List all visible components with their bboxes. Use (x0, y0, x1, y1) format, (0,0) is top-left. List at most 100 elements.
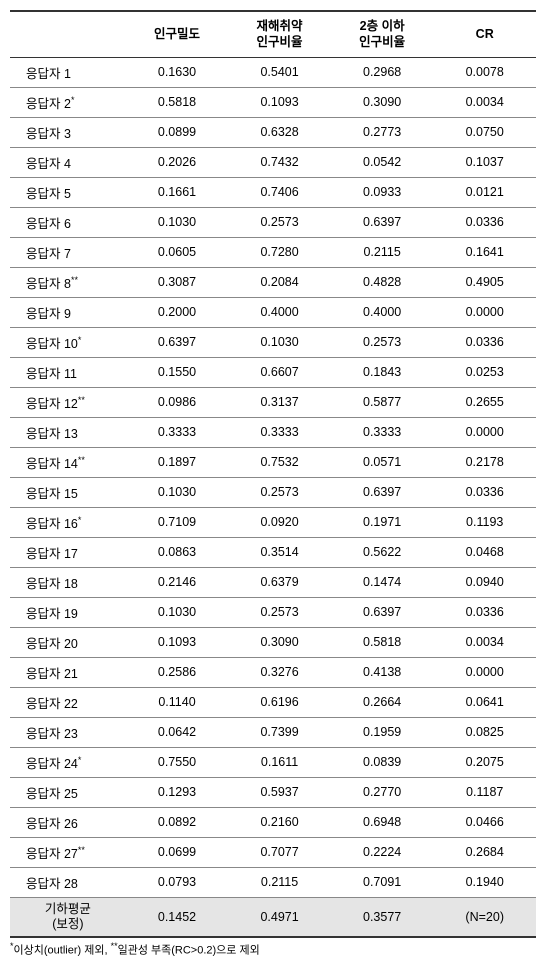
cell-value: 0.6196 (228, 687, 331, 717)
cell-value: 0.0863 (126, 537, 229, 567)
table-row: 응답자 10*0.63970.10300.25730.0336 (10, 327, 536, 357)
cell-value: 0.0899 (126, 117, 229, 147)
table-body: 응답자 10.16300.54010.29680.0078응답자 2*0.581… (10, 57, 536, 937)
cell-value: 0.0892 (126, 807, 229, 837)
row-label-sup: ** (78, 394, 85, 404)
table-row: 응답자 150.10300.25730.63970.0336 (10, 477, 536, 507)
cell-value: 0.0121 (433, 177, 536, 207)
cell-value: 0.2773 (331, 117, 434, 147)
table-row: 응답자 70.06050.72800.21150.1641 (10, 237, 536, 267)
cell-value: 0.1843 (331, 357, 434, 387)
summary-label-line1: 기하평균 (45, 902, 91, 916)
row-label-sup: * (71, 94, 75, 104)
cell-value: 0.7550 (126, 747, 229, 777)
cell-value: 0.7399 (228, 717, 331, 747)
cell-value: 0.2573 (228, 597, 331, 627)
header-col-1: 인구밀도 (126, 11, 229, 57)
cell-value: 0.0641 (433, 687, 536, 717)
cell-value: 0.6397 (331, 597, 434, 627)
row-label-text: 응답자 17 (26, 547, 78, 561)
table-row: 응답자 12**0.09860.31370.58770.2655 (10, 387, 536, 417)
cell-value: 0.3333 (228, 417, 331, 447)
cell-value: 0.0253 (433, 357, 536, 387)
cell-value: 0.4905 (433, 267, 536, 297)
summary-value: 0.4971 (228, 897, 331, 937)
table-row: 응답자 3 0.08990.63280.27730.0750 (10, 117, 536, 147)
row-label: 응답자 23 (10, 717, 126, 747)
row-label: 응답자 6 (10, 207, 126, 237)
row-label-text: 응답자 8 (26, 277, 71, 291)
row-label: 응답자 18 (10, 567, 126, 597)
row-label: 응답자 14** (10, 447, 126, 477)
cell-value: 0.1093 (228, 87, 331, 117)
row-label: 응답자 28 (10, 867, 126, 897)
row-label: 응답자 15 (10, 477, 126, 507)
cell-value: 0.1550 (126, 357, 229, 387)
cell-value: 0.5401 (228, 57, 331, 87)
cell-value: 0.3090 (228, 627, 331, 657)
row-label: 응답자 7 (10, 237, 126, 267)
table-row: 응답자 8**0.30870.20840.48280.4905 (10, 267, 536, 297)
table-row: 응답자 170.08630.35140.56220.0468 (10, 537, 536, 567)
cell-value: 0.2026 (126, 147, 229, 177)
row-label-text: 응답자 3 (26, 127, 71, 141)
row-label-text: 응답자 5 (26, 187, 71, 201)
cell-value: 0.1030 (126, 477, 229, 507)
row-label-text: 응답자 26 (26, 817, 78, 831)
row-label: 응답자 25 (10, 777, 126, 807)
cell-value: 0.2573 (331, 327, 434, 357)
row-label-sup: ** (78, 844, 85, 854)
cell-value: 0.1037 (433, 147, 536, 177)
cell-value: 0.6607 (228, 357, 331, 387)
table-row: 응답자 250.12930.59370.27700.1187 (10, 777, 536, 807)
cell-value: 0.1093 (126, 627, 229, 657)
row-label: 응답자 8** (10, 267, 126, 297)
cell-value: 0.3137 (228, 387, 331, 417)
cell-value: 0.2115 (331, 237, 434, 267)
row-label-text: 응답자 19 (26, 607, 78, 621)
cell-value: 0.7432 (228, 147, 331, 177)
cell-value: 0.3090 (331, 87, 434, 117)
cell-value: 0.2178 (433, 447, 536, 477)
row-label: 응답자 4 (10, 147, 126, 177)
cell-value: 0.5877 (331, 387, 434, 417)
table-row: 응답자 190.10300.25730.63970.0336 (10, 597, 536, 627)
row-label: 응답자 11 (10, 357, 126, 387)
cell-value: 0.0605 (126, 237, 229, 267)
cell-value: 0.0750 (433, 117, 536, 147)
cell-value: 0.0699 (126, 837, 229, 867)
row-label-text: 응답자 25 (26, 787, 78, 801)
table-row: 응답자 180.21460.63790.14740.0940 (10, 567, 536, 597)
cell-value: 0.1030 (228, 327, 331, 357)
cell-value: 0.6397 (331, 477, 434, 507)
footnote-sup-2: ** (111, 941, 118, 951)
row-label-text: 응답자 15 (26, 487, 78, 501)
footnote: *이상치(outlier) 제외, **일관성 부족(RC>0.2)으로 제외 (10, 938, 536, 958)
row-label: 응답자 26 (10, 807, 126, 837)
row-label-text: 응답자 11 (26, 367, 77, 381)
cell-value: 0.0933 (331, 177, 434, 207)
table-row: 응답자 280.07930.21150.70910.1940 (10, 867, 536, 897)
cell-value: 0.0839 (331, 747, 434, 777)
cell-value: 0.0940 (433, 567, 536, 597)
cell-value: 0.2573 (228, 207, 331, 237)
cell-value: 0.1940 (433, 867, 536, 897)
row-label-sup: ** (71, 274, 78, 284)
cell-value: 0.0000 (433, 417, 536, 447)
row-label-sup: * (78, 754, 82, 764)
table-row: 응답자 130.33330.33330.33330.0000 (10, 417, 536, 447)
cell-value: 0.0468 (433, 537, 536, 567)
row-label-text: 응답자 7 (26, 247, 71, 261)
row-label-text: 응답자 21 (26, 667, 78, 681)
cell-value: 0.1193 (433, 507, 536, 537)
footnote-text-2: 일관성 부족(RC>0.2)으로 제외 (118, 944, 260, 956)
cell-value: 0.2770 (331, 777, 434, 807)
cell-value: 0.6397 (331, 207, 434, 237)
cell-value: 0.6328 (228, 117, 331, 147)
cell-value: 0.4000 (331, 297, 434, 327)
row-label: 응답자 24* (10, 747, 126, 777)
cell-value: 0.5937 (228, 777, 331, 807)
row-label: 응답자 19 (10, 597, 126, 627)
cell-value: 0.1474 (331, 567, 434, 597)
table-row: 응답자 50.16610.74060.09330.0121 (10, 177, 536, 207)
